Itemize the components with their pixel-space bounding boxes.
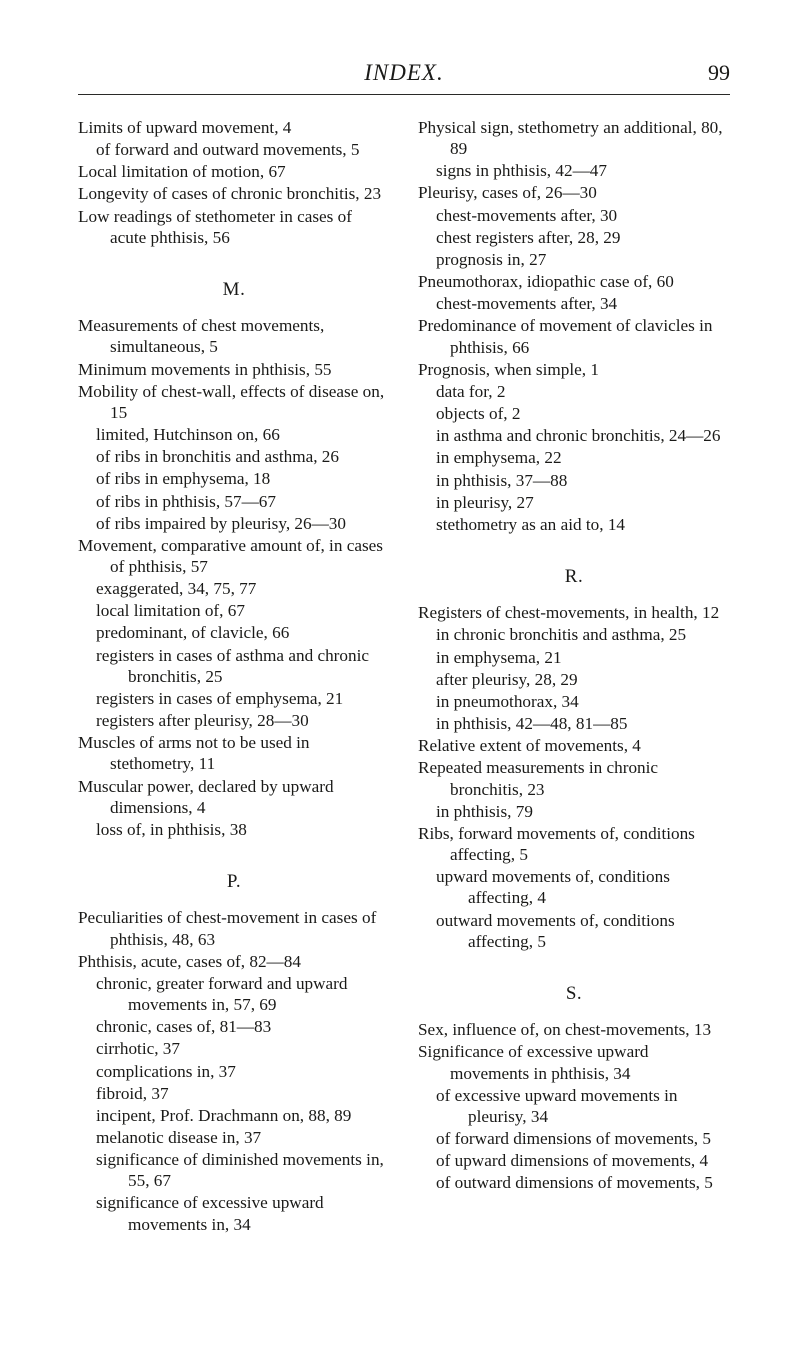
index-subentry: prognosis in, 27 xyxy=(418,249,730,270)
index-subentry: in pleurisy, 27 xyxy=(418,492,730,513)
section-letter-s: S. xyxy=(418,982,730,1005)
index-entry: Predominance of movement of clavicles in… xyxy=(418,315,730,357)
index-subentry: chest-movements after, 30 xyxy=(418,205,730,226)
header-row: INDEX. 99 xyxy=(78,42,730,86)
section-letter-r: R. xyxy=(418,565,730,588)
index-subentry: of excessive upward movements in pleuris… xyxy=(418,1085,730,1127)
index-subentry: of ribs in phthisis, 57—67 xyxy=(78,491,390,512)
page-number: 99 xyxy=(660,42,730,86)
index-subentry: predominant, of clavicle, 66 xyxy=(78,622,390,643)
index-subentry: in emphysema, 21 xyxy=(418,647,730,668)
index-subentry: outward movements of, conditions affecti… xyxy=(418,910,730,952)
index-subentry: data for, 2 xyxy=(418,381,730,402)
index-subentry: chronic, cases of, 81—83 xyxy=(78,1016,390,1037)
index-subentry: of upward dimensions of movements, 4 xyxy=(418,1150,730,1171)
index-subentry: of ribs in emphysema, 18 xyxy=(78,468,390,489)
index-entry: Sex, influence of, on chest-movements, 1… xyxy=(418,1019,730,1040)
index-entry: Pleurisy, cases of, 26—30 xyxy=(418,182,730,203)
index-block: Peculiarities of chest-movement in cases… xyxy=(78,907,390,1234)
index-entry: Movement, comparative amount of, in case… xyxy=(78,535,390,577)
index-block: Limits of upward movement, 4of forward a… xyxy=(78,117,390,248)
index-subentry: local limitation of, 67 xyxy=(78,600,390,621)
index-subentry: in pneumothorax, 34 xyxy=(418,691,730,712)
index-entry: Pneumothorax, idiopathic case of, 60 xyxy=(418,271,730,292)
index-subentry: of ribs in bronchitis and asthma, 26 xyxy=(78,446,390,467)
index-subentry: objects of, 2 xyxy=(418,403,730,424)
index-entry: Prognosis, when simple, 1 xyxy=(418,359,730,380)
index-block: Physical sign, stethometry an additional… xyxy=(418,117,730,535)
page: INDEX. 99 Limits of upward movement, 4of… xyxy=(0,0,800,1354)
index-subentry: stethometry as an aid to, 14 xyxy=(418,514,730,535)
index-subentry: melanotic disease in, 37 xyxy=(78,1127,390,1148)
index-subentry: chest registers after, 28, 29 xyxy=(418,227,730,248)
index-subentry: upward movements of, conditions affectin… xyxy=(418,866,730,908)
index-subentry: of ribs impaired by pleurisy, 26—30 xyxy=(78,513,390,534)
index-subentry: significance of excessive upward movemen… xyxy=(78,1192,390,1234)
index-subentry: chest-movements after, 34 xyxy=(418,293,730,314)
index-entry: Mobility of chest-wall, effects of disea… xyxy=(78,381,390,423)
index-subentry: of forward dimensions of movements, 5 xyxy=(418,1128,730,1149)
index-entry: Repeated measurements in chronic bronchi… xyxy=(418,757,730,799)
index-subentry: in phthisis, 79 xyxy=(418,801,730,822)
columns: Limits of upward movement, 4of forward a… xyxy=(78,117,730,1236)
index-block: Measurements of chest movements, simulta… xyxy=(78,315,390,840)
index-entry: Significance of excessive upward movemen… xyxy=(418,1041,730,1083)
index-entry: Low readings of stethometer in cases of … xyxy=(78,206,390,248)
page-title: INDEX. xyxy=(78,60,660,86)
index-subentry: registers in cases of asthma and chronic… xyxy=(78,645,390,687)
index-entry: Muscles of arms not to be used in stetho… xyxy=(78,732,390,774)
index-entry: Longevity of cases of chronic bronchitis… xyxy=(78,183,390,204)
index-subentry: fibroid, 37 xyxy=(78,1083,390,1104)
index-block: Registers of chest-movements, in health,… xyxy=(418,602,730,952)
index-subentry: of forward and outward movements, 5 xyxy=(78,139,390,160)
index-subentry: after pleurisy, 28, 29 xyxy=(418,669,730,690)
index-subentry: registers in cases of emphysema, 21 xyxy=(78,688,390,709)
index-entry: Peculiarities of chest-movement in cases… xyxy=(78,907,390,949)
right-column: Physical sign, stethometry an additional… xyxy=(418,117,730,1236)
index-subentry: registers after pleurisy, 28—30 xyxy=(78,710,390,731)
index-subentry: of outward dimensions of movements, 5 xyxy=(418,1172,730,1193)
index-subentry: incipent, Prof. Drachmann on, 88, 89 xyxy=(78,1105,390,1126)
section-letter-p: P. xyxy=(78,870,390,893)
index-subentry: cirrhotic, 37 xyxy=(78,1038,390,1059)
index-subentry: in emphysema, 22 xyxy=(418,447,730,468)
index-entry: Limits of upward movement, 4 xyxy=(78,117,390,138)
index-entry: Muscular power, declared by upward dimen… xyxy=(78,776,390,818)
index-entry: Local limitation of motion, 67 xyxy=(78,161,390,182)
index-subentry: in asthma and chronic bronchitis, 24—26 xyxy=(418,425,730,446)
index-entry: Measurements of chest movements, simulta… xyxy=(78,315,390,357)
divider xyxy=(78,94,730,95)
index-subentry: signs in phthisis, 42—47 xyxy=(418,160,730,181)
index-subentry: in phthisis, 37—88 xyxy=(418,470,730,491)
index-subentry: significance of diminished movements in,… xyxy=(78,1149,390,1191)
left-column: Limits of upward movement, 4of forward a… xyxy=(78,117,390,1236)
section-letter-m: M. xyxy=(78,278,390,301)
index-subentry: chronic, greater forward and upward move… xyxy=(78,973,390,1015)
index-subentry: loss of, in phthisis, 38 xyxy=(78,819,390,840)
index-entry: Minimum movements in phthisis, 55 xyxy=(78,359,390,380)
index-subentry: in phthisis, 42—48, 81—85 xyxy=(418,713,730,734)
index-subentry: limited, Hutchinson on, 66 xyxy=(78,424,390,445)
index-block: Sex, influence of, on chest-movements, 1… xyxy=(418,1019,730,1193)
index-entry: Ribs, forward movements of, conditions a… xyxy=(418,823,730,865)
index-entry: Physical sign, stethometry an additional… xyxy=(418,117,730,159)
index-entry: Registers of chest-movements, in health,… xyxy=(418,602,730,623)
index-entry: Phthisis, acute, cases of, 82—84 xyxy=(78,951,390,972)
index-entry: Relative extent of movements, 4 xyxy=(418,735,730,756)
index-subentry: complications in, 37 xyxy=(78,1061,390,1082)
index-subentry: in chronic bronchitis and asthma, 25 xyxy=(418,624,730,645)
index-subentry: exaggerated, 34, 75, 77 xyxy=(78,578,390,599)
